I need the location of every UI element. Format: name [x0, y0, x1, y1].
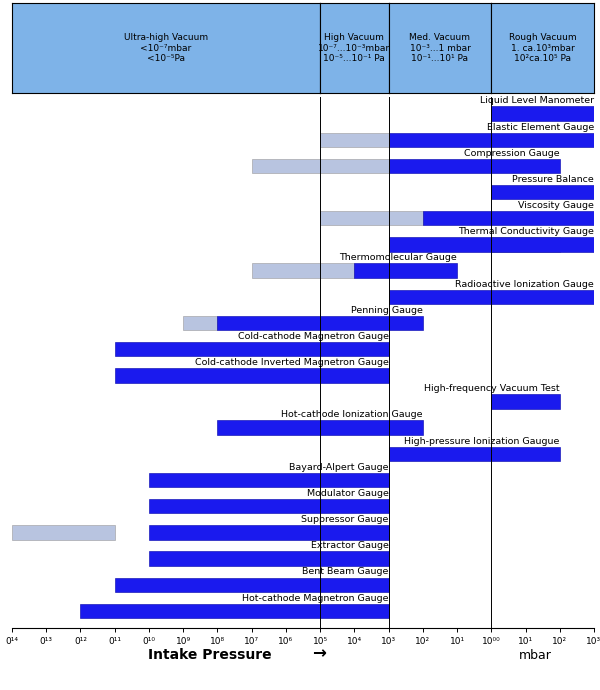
Bar: [389, 290, 594, 304]
Bar: [251, 264, 355, 278]
Bar: [389, 237, 594, 252]
Bar: [389, 159, 560, 173]
Text: Hot-cathode Magnetron Gauge: Hot-cathode Magnetron Gauge: [242, 593, 389, 602]
Text: Rough Vacuum
1. ca.10³mbar
10²ca.10⁵ Pa: Rough Vacuum 1. ca.10³mbar 10²ca.10⁵ Pa: [509, 33, 577, 63]
Bar: [217, 420, 423, 435]
Bar: [217, 316, 423, 331]
Bar: [149, 525, 389, 540]
Text: Bent Beam Gauge: Bent Beam Gauge: [302, 567, 389, 576]
Bar: [80, 604, 389, 618]
Text: Cold-cathode Magnetron Gauge: Cold-cathode Magnetron Gauge: [238, 332, 389, 341]
Text: Bayard-Alpert Gauge: Bayard-Alpert Gauge: [289, 463, 389, 472]
Text: Viscosity Gauge: Viscosity Gauge: [518, 201, 594, 210]
Text: Intake Pressure: Intake Pressure: [148, 649, 272, 662]
Bar: [320, 132, 389, 147]
Bar: [491, 237, 560, 252]
Bar: [149, 499, 389, 513]
Text: High-pressure Ionization Gaugue: High-pressure Ionization Gaugue: [404, 437, 560, 446]
Text: Penning Gauge: Penning Gauge: [351, 306, 423, 315]
Text: Suppressor Gauge: Suppressor Gauge: [301, 515, 389, 524]
Text: Cold-cathode Inverted Magnetron Gauge: Cold-cathode Inverted Magnetron Gauge: [195, 358, 389, 367]
Text: Thermal Conductivity Gauge: Thermal Conductivity Gauge: [458, 227, 594, 236]
Bar: [389, 132, 594, 147]
Bar: [491, 394, 560, 408]
Bar: [491, 185, 594, 199]
Bar: [355, 264, 457, 278]
Bar: [12, 525, 115, 540]
Bar: [389, 446, 560, 461]
Text: Elastic Element Gauge: Elastic Element Gauge: [487, 123, 594, 132]
Text: Thermomolecular Gauge: Thermomolecular Gauge: [340, 253, 457, 262]
Text: High-frequency Vacuum Test: High-frequency Vacuum Test: [424, 384, 560, 393]
Bar: [115, 578, 389, 592]
Bar: [149, 551, 389, 566]
Bar: [320, 211, 423, 226]
Text: Radioactive Ionization Gauge: Radioactive Ionization Gauge: [455, 279, 594, 288]
Bar: [115, 342, 389, 356]
Text: High Vacuum
10⁻⁷...10⁻³mbar
10⁻⁵...10⁻¹ Pa: High Vacuum 10⁻⁷...10⁻³mbar 10⁻⁵...10⁻¹ …: [318, 33, 391, 63]
Text: Ultra-high Vacuum
<10⁻⁷mbar
<10⁻⁵Pa: Ultra-high Vacuum <10⁻⁷mbar <10⁻⁵Pa: [124, 33, 208, 63]
Text: →: →: [312, 644, 326, 662]
Bar: [183, 316, 217, 331]
Text: Med. Vacuum
10⁻³...1 mbar
10⁻¹...10¹ Pa: Med. Vacuum 10⁻³...1 mbar 10⁻¹...10¹ Pa: [409, 33, 470, 63]
Text: Liquid Level Manometer: Liquid Level Manometer: [480, 97, 594, 106]
Bar: [115, 368, 389, 382]
Bar: [423, 211, 594, 226]
Text: Extractor Gauge: Extractor Gauge: [311, 541, 389, 551]
Bar: [149, 473, 389, 487]
Text: Compression Gauge: Compression Gauge: [464, 149, 560, 158]
Bar: [491, 106, 594, 121]
Text: Pressure Balance: Pressure Balance: [512, 175, 594, 184]
Text: Modulator Gauge: Modulator Gauge: [307, 489, 389, 498]
Text: Hot-cathode Ionization Gauge: Hot-cathode Ionization Gauge: [281, 411, 423, 420]
Text: mbar: mbar: [519, 649, 552, 662]
Bar: [251, 159, 389, 173]
